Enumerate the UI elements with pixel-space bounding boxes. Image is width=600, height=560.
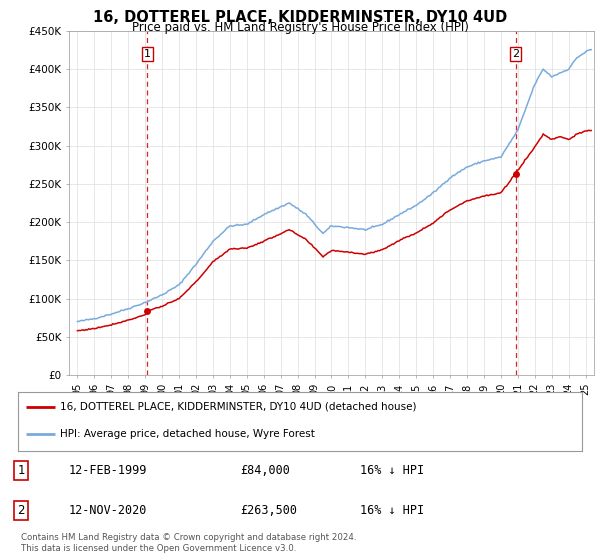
Text: £263,500: £263,500 — [240, 504, 297, 517]
Text: 12-FEB-1999: 12-FEB-1999 — [69, 464, 148, 477]
Text: Contains HM Land Registry data © Crown copyright and database right 2024.
This d: Contains HM Land Registry data © Crown c… — [21, 533, 356, 553]
Text: 16% ↓ HPI: 16% ↓ HPI — [360, 504, 424, 517]
Text: HPI: Average price, detached house, Wyre Forest: HPI: Average price, detached house, Wyre… — [60, 430, 315, 440]
Text: 2: 2 — [512, 49, 519, 59]
Text: 16, DOTTEREL PLACE, KIDDERMINSTER, DY10 4UD (detached house): 16, DOTTEREL PLACE, KIDDERMINSTER, DY10 … — [60, 402, 417, 412]
Text: £84,000: £84,000 — [240, 464, 290, 477]
Text: 1: 1 — [17, 464, 25, 477]
Text: 16, DOTTEREL PLACE, KIDDERMINSTER, DY10 4UD: 16, DOTTEREL PLACE, KIDDERMINSTER, DY10 … — [93, 10, 507, 25]
Text: 1: 1 — [144, 49, 151, 59]
Text: Price paid vs. HM Land Registry's House Price Index (HPI): Price paid vs. HM Land Registry's House … — [131, 21, 469, 34]
Text: 2: 2 — [17, 504, 25, 517]
Text: 16% ↓ HPI: 16% ↓ HPI — [360, 464, 424, 477]
Text: 12-NOV-2020: 12-NOV-2020 — [69, 504, 148, 517]
